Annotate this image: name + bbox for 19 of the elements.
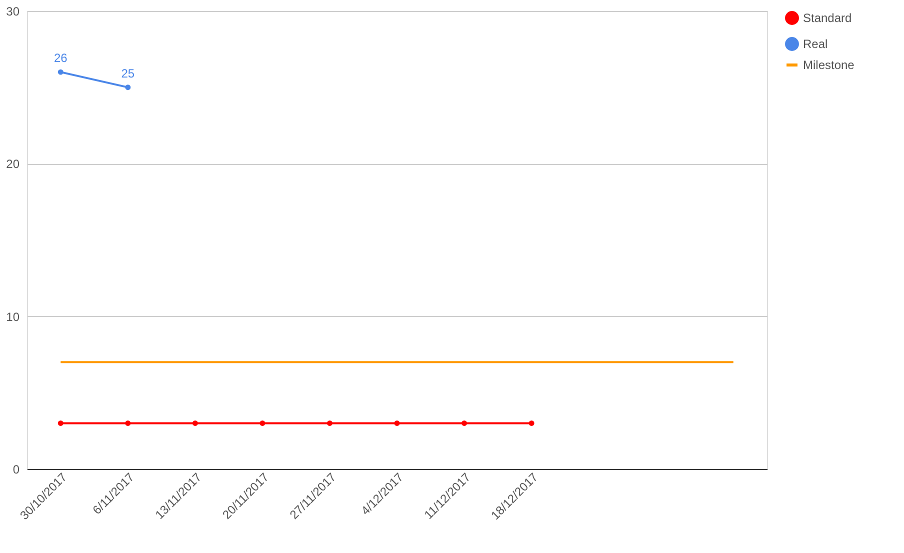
point bbox=[58, 420, 64, 426]
y-tick-label: 20 bbox=[6, 157, 20, 172]
point bbox=[394, 420, 400, 426]
data-label: 26 bbox=[54, 51, 68, 66]
legend-label: Standard bbox=[803, 11, 852, 25]
point bbox=[260, 420, 266, 426]
data-label: 25 bbox=[121, 66, 135, 80]
y-tick-label: 10 bbox=[6, 310, 20, 324]
legend-label: Real bbox=[803, 37, 828, 51]
point bbox=[58, 69, 64, 75]
legend-label: Milestone bbox=[803, 58, 855, 72]
point bbox=[125, 420, 131, 426]
point bbox=[462, 420, 468, 426]
point bbox=[192, 420, 198, 426]
point bbox=[528, 420, 534, 426]
y-tick-label: 30 bbox=[6, 4, 20, 18]
point bbox=[125, 84, 131, 90]
y-tick-label: 0 bbox=[12, 462, 20, 476]
point bbox=[326, 420, 332, 426]
